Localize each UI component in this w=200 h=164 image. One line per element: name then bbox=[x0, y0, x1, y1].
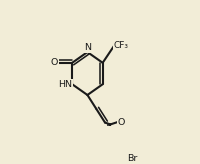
Text: N: N bbox=[84, 43, 91, 52]
Text: O: O bbox=[118, 118, 125, 126]
Text: O: O bbox=[51, 58, 58, 67]
Text: CF₃: CF₃ bbox=[114, 41, 129, 50]
Text: Br: Br bbox=[127, 154, 137, 163]
Text: HN: HN bbox=[58, 80, 72, 89]
